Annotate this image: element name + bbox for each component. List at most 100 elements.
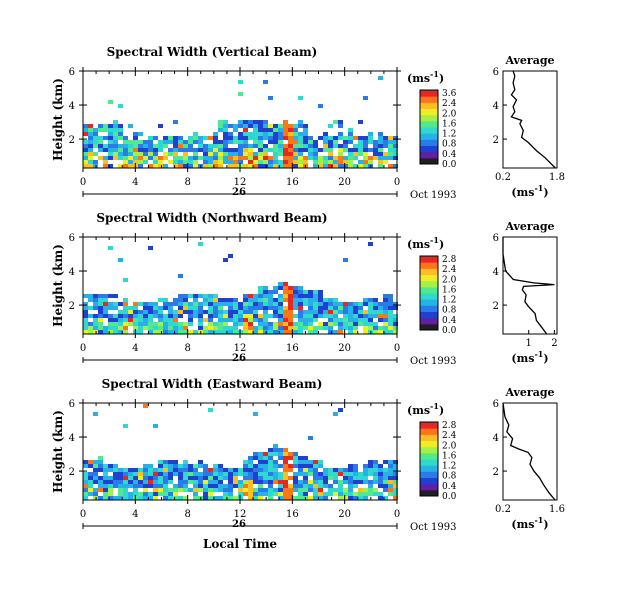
y-tick-label: 6	[69, 399, 75, 410]
average-frame	[502, 70, 558, 169]
y-axis-label: Height (km)	[51, 78, 65, 161]
average-y-tick-label: 6	[493, 67, 499, 78]
colorbar-tick-label: 1.6	[442, 451, 457, 461]
x-tick-label: 4	[132, 177, 138, 188]
average-y-tick-label: 4	[493, 267, 499, 278]
y-tick-label: 2	[69, 135, 75, 146]
colorbar-tick-label: 0.8	[442, 140, 457, 150]
x-tick-label: 0	[80, 509, 86, 520]
day-label: 26	[232, 353, 246, 364]
x-tick-label: 20	[338, 509, 351, 520]
colorbar-tick-label: 0.0	[442, 492, 457, 502]
chart-panel-1: Spectral Width (Vertical Beam) Height (km…	[51, 45, 565, 201]
colorbar-tick-label: 2.4	[442, 99, 457, 109]
colorbar-tick-label: 0.0	[442, 160, 457, 170]
x-tick-label: 0	[394, 509, 400, 520]
date-label: Oct 1993	[410, 522, 456, 533]
date-label: Oct 1993	[410, 190, 456, 201]
x-tick-label: 12	[234, 509, 247, 520]
colorbar-tick-label: 0.8	[442, 472, 457, 482]
colorbar-tick-label: 2.4	[442, 265, 457, 275]
colorbar-tick-label: 0.0	[442, 326, 457, 336]
colorbar-tick-label: 2.0	[442, 441, 457, 451]
average-title: Average	[504, 386, 554, 399]
average-frame	[502, 236, 558, 335]
colorbar	[419, 421, 439, 497]
heatmap-cells	[83, 404, 398, 500]
colorbar-tick-label: 1.2	[442, 130, 456, 140]
x-tick-label: 0	[394, 177, 400, 188]
colorbar-tick-label: 2.8	[442, 421, 457, 431]
x-tick-label: 16	[286, 343, 299, 354]
x-tick-label: 4	[132, 343, 138, 354]
colorbar-tick-label: 2.0	[442, 275, 457, 285]
average-title: Average	[504, 54, 554, 67]
average-x-tick-label: 1.8	[549, 172, 565, 183]
chart-panel-3: Spectral Width (Eastward Beam) Height (km…	[51, 377, 565, 533]
average-x-tick-label: 1	[526, 338, 532, 349]
day-label: 26	[232, 519, 246, 530]
colorbar	[419, 89, 439, 165]
average-x-tick-label: 2	[551, 338, 557, 349]
average-frame	[502, 402, 558, 501]
colorbar	[419, 255, 439, 331]
colorbar-tick-label: 3.6	[442, 89, 457, 99]
colorbar-tick-label: 1.2	[442, 296, 456, 306]
average-y-tick-label: 6	[493, 233, 499, 244]
day-label: 26	[232, 187, 246, 198]
x-tick-label: 16	[286, 177, 299, 188]
x-tick-label: 20	[338, 343, 351, 354]
average-y-tick-label: 6	[493, 399, 499, 410]
average-y-tick-label: 4	[493, 101, 499, 112]
date-label: Oct 1993	[410, 356, 456, 367]
average-y-tick-label: 2	[493, 301, 499, 312]
chart-title: Spectral Width (Vertical Beam)	[107, 45, 318, 59]
colorbar-tick-label: 0.8	[442, 306, 457, 316]
chart-panel-2: Spectral Width (Northward Beam) Height (k…	[51, 211, 558, 367]
y-tick-label: 6	[69, 233, 75, 244]
x-tick-label: 8	[184, 343, 190, 354]
y-tick-label: 6	[69, 67, 75, 78]
colorbar-tick-label: 0.4	[442, 150, 457, 160]
average-y-tick-label: 2	[493, 467, 499, 478]
colorbar-tick-label: 2.4	[442, 431, 457, 441]
colorbar-tick-label: 1.6	[442, 119, 457, 129]
colorbar-tick-label: 2.8	[442, 255, 457, 265]
x-tick-label: 4	[132, 509, 138, 520]
x-tick-label: 8	[184, 509, 190, 520]
average-x-tick-label: 1.6	[549, 504, 565, 515]
x-tick-label: 12	[234, 343, 247, 354]
unit-label: (ms-1)	[407, 235, 444, 251]
colorbar-tick-label: 0.4	[442, 482, 457, 492]
chart-title: Spectral Width (Northward Beam)	[96, 211, 327, 225]
average-y-tick-label: 4	[493, 433, 499, 444]
average-profile-line	[502, 237, 555, 335]
heatmap-cells	[83, 76, 398, 168]
average-unit-label: (ms-1)	[511, 515, 548, 531]
y-axis-label: Height (km)	[51, 410, 65, 493]
colorbar-tick-label: 1.6	[442, 285, 457, 295]
unit-label: (ms-1)	[407, 401, 444, 417]
y-tick-label: 2	[69, 467, 75, 478]
colorbar-tick-label: 1.2	[442, 462, 456, 472]
x-tick-label: 12	[234, 177, 247, 188]
colorbar-tick-label: 2.0	[442, 109, 457, 119]
x-tick-label: 16	[286, 509, 299, 520]
x-tick-label: 8	[184, 177, 190, 188]
y-tick-label: 2	[69, 301, 75, 312]
y-tick-label: 4	[69, 101, 75, 112]
average-x-tick-label: 0.2	[495, 172, 511, 183]
heatmap-cells	[83, 242, 398, 334]
unit-label: (ms-1)	[407, 69, 444, 85]
x-tick-label: 0	[80, 177, 86, 188]
chart-title: Spectral Width (Eastward Beam)	[102, 377, 323, 391]
y-tick-label: 4	[69, 433, 75, 444]
x-axis-label: Local Time	[203, 537, 277, 551]
colorbar-tick-label: 0.4	[442, 316, 457, 326]
x-tick-label: 0	[394, 343, 400, 354]
average-x-tick-label: 0.2	[495, 504, 511, 515]
y-axis-label: Height (km)	[51, 244, 65, 327]
average-profile-line	[502, 402, 556, 501]
average-unit-label: (ms-1)	[511, 349, 548, 365]
